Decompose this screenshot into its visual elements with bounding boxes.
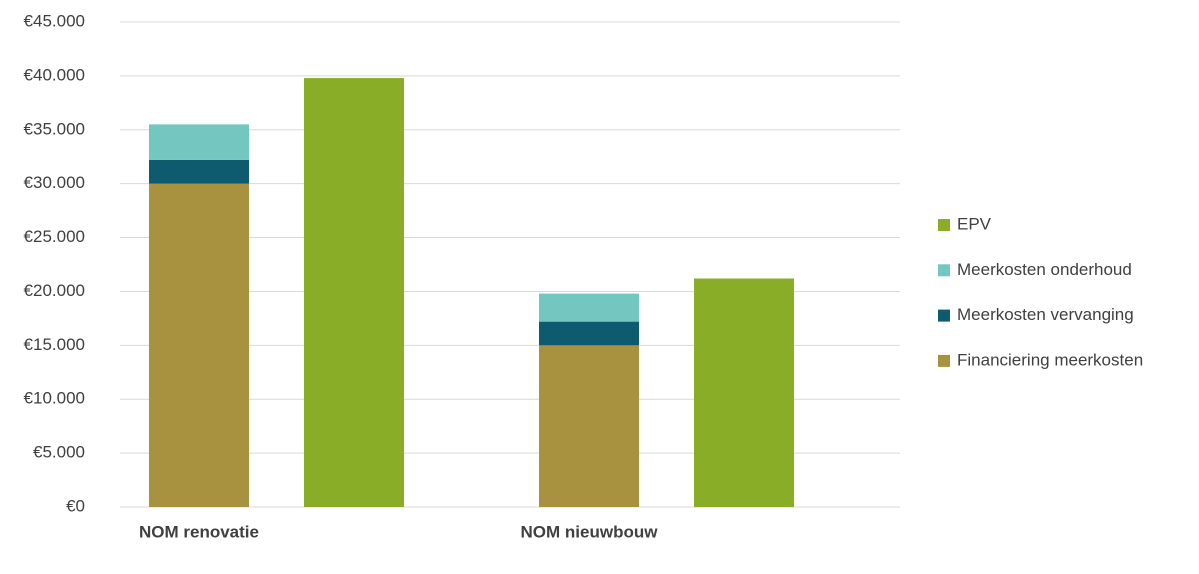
y-tick-label: €15.000 bbox=[24, 335, 85, 354]
legend-label: EPV bbox=[957, 214, 992, 233]
y-tick-label: €0 bbox=[66, 496, 85, 515]
y-tick-label: €30.000 bbox=[24, 173, 85, 192]
bar-segment bbox=[304, 78, 404, 508]
legend-swatch bbox=[938, 354, 950, 367]
bar-segment bbox=[539, 345, 639, 507]
bar-segment bbox=[539, 321, 639, 346]
y-tick-label: €35.000 bbox=[24, 119, 85, 138]
y-tick-label: €5.000 bbox=[33, 443, 85, 462]
y-tick-label: €25.000 bbox=[24, 227, 85, 246]
legend-label: Financiering meerkosten bbox=[957, 350, 1143, 369]
y-tick-label: €20.000 bbox=[24, 281, 85, 300]
bar-segment bbox=[149, 183, 249, 507]
legend-label: Meerkosten onderhoud bbox=[957, 260, 1132, 279]
legend-swatch bbox=[938, 264, 950, 277]
bar-segment bbox=[149, 159, 249, 184]
y-tick-label: €10.000 bbox=[24, 389, 85, 408]
bar-segment bbox=[149, 124, 249, 160]
bar-segment bbox=[539, 293, 639, 322]
x-tick-label: NOM renovatie bbox=[139, 522, 259, 541]
legend-label: Meerkosten vervanging bbox=[957, 305, 1134, 324]
x-tick-label: NOM nieuwbouw bbox=[521, 522, 659, 541]
bar-segment bbox=[694, 278, 794, 507]
legend-swatch bbox=[938, 309, 950, 322]
y-tick-label: €40.000 bbox=[24, 65, 85, 84]
legend-swatch bbox=[938, 219, 950, 231]
y-tick-label: €45.000 bbox=[24, 11, 85, 30]
